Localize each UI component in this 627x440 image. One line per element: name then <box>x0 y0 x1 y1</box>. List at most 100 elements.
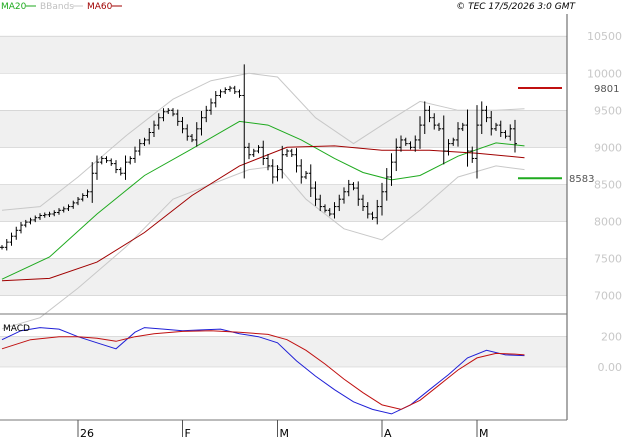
ohlc-bar <box>270 159 275 184</box>
ohlc-bar <box>28 217 33 225</box>
ohlc-bar <box>128 156 133 165</box>
x-tick-label: 26 <box>80 427 94 440</box>
ohlc-bar <box>498 120 503 137</box>
ohlc-bar <box>484 105 489 123</box>
ohlc-bar <box>256 145 261 154</box>
macd-macd-line <box>1 327 525 415</box>
ohlc-bar <box>446 139 451 156</box>
ohlc-bar <box>232 85 237 94</box>
macd-title: MACD <box>3 324 30 334</box>
legend-bbands-label: BBands <box>40 2 74 12</box>
price-y-tick-label: 10000 <box>587 67 622 80</box>
legend-ma60-label: MA60 <box>87 2 113 12</box>
ohlc-bar <box>114 160 118 174</box>
ohlc-bar <box>313 181 318 206</box>
ohlc-bar <box>38 213 42 220</box>
ohlc-bar <box>42 212 47 218</box>
ohlc-bar <box>185 124 190 141</box>
ohlc-bar <box>375 199 380 225</box>
ohlc-bar <box>109 158 114 166</box>
ohlc-bar <box>413 135 418 152</box>
resistance-level-label: 9801 <box>594 84 619 95</box>
ohlc-bar <box>503 130 508 139</box>
ohlc-bar <box>0 245 4 250</box>
ohlc-bar <box>318 194 323 212</box>
ohlc-bar <box>85 189 90 198</box>
ohlc-bar <box>266 154 270 171</box>
ohlc-bar <box>475 105 479 179</box>
ohlc-bar <box>61 206 66 213</box>
ohlc-bar <box>494 122 498 132</box>
ohlc-bar <box>80 193 85 202</box>
price-grid-bands <box>0 35 567 296</box>
ohlc-bar <box>213 91 218 108</box>
ohlc-bar <box>19 222 23 234</box>
price-y-tick-label: 9000 <box>594 141 622 154</box>
ohlc-bar <box>180 116 185 134</box>
ohlc-bar <box>118 167 123 176</box>
price-y-tick-label: 8000 <box>594 215 622 228</box>
ohlc-bar <box>422 101 427 134</box>
ohlc-bar <box>456 122 460 147</box>
ohlc-bar <box>137 139 142 156</box>
ohlc-bar <box>9 232 14 246</box>
ohlc-bar <box>171 108 175 117</box>
ohlc-bar <box>52 210 57 217</box>
ohlc-bar <box>133 146 137 163</box>
ohlc-bar <box>403 137 408 146</box>
x-tick-label: F <box>185 427 191 440</box>
support-level-label: 8583 <box>569 174 594 185</box>
ohlc-bar <box>237 89 242 98</box>
price-grid-band <box>0 36 567 74</box>
ohlc-bar <box>304 171 308 180</box>
ohlc-bar <box>394 138 399 172</box>
x-tick-label: M <box>280 427 290 440</box>
legend-ma20-label: MA20 <box>1 2 27 12</box>
ohlc-bar <box>308 164 313 197</box>
ohlc-bar <box>370 211 375 220</box>
price-y-tick-label: 7000 <box>594 289 622 302</box>
ohlc-bar <box>142 137 147 146</box>
x-tick-label: A <box>384 427 392 440</box>
ohlc-bar <box>337 194 342 212</box>
x-tick-label: M <box>479 427 489 440</box>
ohlc-bar <box>489 111 494 136</box>
ohlc-bar <box>99 156 104 165</box>
ohlc-bar <box>513 119 517 153</box>
ohlc-bar <box>57 208 61 215</box>
ohlc-bar <box>441 115 446 165</box>
ohlc-bar <box>251 148 256 157</box>
price-grid-band <box>0 184 567 222</box>
ohlc-bar <box>152 120 156 137</box>
ohlc-bar <box>275 165 280 182</box>
macd-y-tick-label: 0.00 <box>598 361 623 374</box>
ohlc-bar <box>508 124 513 141</box>
ohlc-bar <box>323 204 327 213</box>
price-y-tick-label: 7500 <box>594 252 622 265</box>
ohlc-bar <box>470 146 475 163</box>
ohlc-bar <box>199 111 204 136</box>
ohlc-bar <box>156 113 161 130</box>
ohlc-bar <box>23 219 28 228</box>
ohlc-bar <box>332 202 337 219</box>
ohlc-bar <box>161 108 166 122</box>
ohlc-bar <box>175 109 180 126</box>
ohlc-bar <box>465 109 470 167</box>
price-ohlc-bars <box>0 64 517 251</box>
ohlc-bar <box>365 202 370 219</box>
ohlc-bar <box>327 208 332 217</box>
series-bbands-line <box>1 72 525 211</box>
ohlc-bar <box>95 155 99 180</box>
ohlc-bar <box>389 153 394 186</box>
ohlc-bar <box>346 179 351 197</box>
ohlc-bar <box>247 142 251 160</box>
ohlc-bar <box>261 140 266 166</box>
ohlc-bar <box>223 87 228 94</box>
macd-y-axis-labels: 0.00 200 <box>598 331 623 374</box>
ohlc-bar <box>380 182 384 216</box>
ohlc-bar <box>361 194 365 212</box>
ohlc-bar <box>356 181 361 206</box>
ohlc-bar <box>289 148 294 157</box>
price-y-tick-label: 9500 <box>594 104 622 117</box>
